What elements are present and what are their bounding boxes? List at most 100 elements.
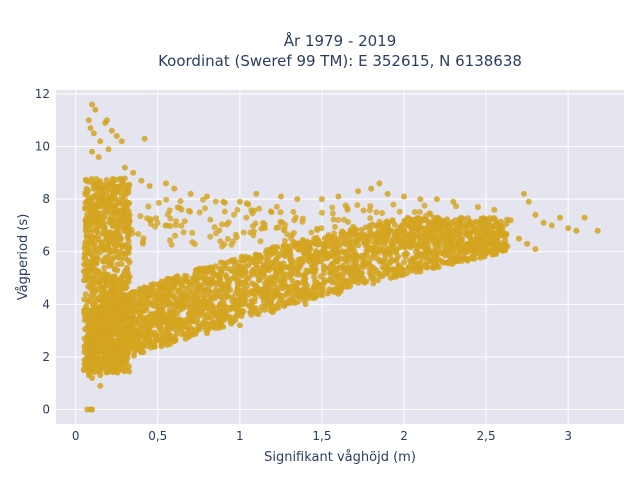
data-point bbox=[486, 221, 493, 228]
data-point bbox=[302, 270, 309, 277]
data-point bbox=[410, 238, 417, 245]
data-point bbox=[140, 238, 146, 245]
data-point bbox=[468, 237, 475, 244]
data-point bbox=[138, 348, 145, 355]
data-point bbox=[279, 278, 286, 285]
data-point bbox=[114, 187, 121, 194]
data-point bbox=[97, 138, 104, 145]
data-point bbox=[80, 367, 87, 374]
data-point bbox=[262, 249, 269, 256]
data-point bbox=[217, 259, 224, 266]
data-point bbox=[313, 292, 320, 299]
data-point bbox=[401, 193, 407, 200]
data-point bbox=[245, 262, 252, 269]
data-point bbox=[429, 225, 436, 232]
data-point bbox=[212, 271, 219, 278]
data-point bbox=[279, 265, 286, 272]
data-point bbox=[123, 293, 130, 300]
data-point bbox=[442, 222, 449, 229]
data-point bbox=[181, 218, 188, 225]
data-point bbox=[88, 176, 95, 182]
data-point bbox=[421, 202, 428, 209]
data-point bbox=[203, 286, 210, 293]
data-point bbox=[326, 286, 333, 293]
data-point bbox=[318, 225, 325, 232]
data-point bbox=[85, 333, 92, 340]
data-point bbox=[453, 203, 459, 210]
data-point bbox=[540, 219, 547, 226]
data-point bbox=[240, 229, 247, 236]
data-point bbox=[118, 177, 125, 184]
data-point bbox=[88, 221, 95, 228]
data-point bbox=[135, 316, 142, 323]
data-point bbox=[96, 282, 103, 289]
data-point bbox=[481, 215, 488, 222]
data-point bbox=[285, 264, 292, 271]
data-point bbox=[277, 209, 284, 216]
data-point bbox=[389, 217, 396, 224]
data-point bbox=[121, 164, 128, 171]
data-point bbox=[351, 274, 358, 281]
data-point bbox=[308, 239, 315, 246]
data-point bbox=[364, 249, 371, 256]
data-point bbox=[350, 223, 357, 230]
data-point bbox=[343, 235, 350, 242]
data-point bbox=[81, 312, 88, 319]
data-point bbox=[464, 240, 471, 247]
data-point bbox=[298, 293, 305, 300]
data-point bbox=[90, 130, 97, 137]
data-point bbox=[121, 368, 128, 375]
data-point bbox=[208, 295, 215, 302]
data-point bbox=[329, 210, 336, 217]
data-point bbox=[89, 375, 96, 381]
data-point bbox=[216, 227, 223, 234]
data-point bbox=[320, 282, 326, 289]
data-point bbox=[438, 228, 445, 235]
data-point bbox=[143, 327, 149, 334]
data-point bbox=[208, 266, 215, 273]
data-point bbox=[507, 217, 514, 224]
data-point bbox=[478, 253, 485, 260]
data-point bbox=[176, 299, 182, 306]
x-axis-label: Signifikant våghöjd (m) bbox=[264, 450, 416, 465]
data-point bbox=[360, 264, 367, 271]
data-point bbox=[471, 250, 478, 257]
data-point bbox=[122, 361, 128, 368]
data-point bbox=[410, 230, 417, 237]
data-point bbox=[366, 244, 373, 251]
data-point bbox=[573, 227, 580, 234]
data-point bbox=[190, 293, 197, 300]
data-point bbox=[406, 216, 413, 223]
data-point bbox=[482, 245, 489, 252]
data-point bbox=[123, 326, 130, 333]
data-point bbox=[168, 241, 175, 248]
data-point bbox=[191, 297, 198, 304]
data-point bbox=[497, 244, 503, 251]
data-point bbox=[379, 210, 386, 216]
data-point bbox=[294, 279, 301, 286]
data-point bbox=[441, 248, 448, 255]
data-point bbox=[236, 309, 243, 316]
data-point bbox=[101, 302, 108, 309]
data-point bbox=[118, 242, 125, 249]
data-point bbox=[224, 236, 231, 242]
data-point bbox=[96, 197, 103, 204]
data-point bbox=[142, 295, 149, 302]
data-point bbox=[433, 235, 440, 242]
data-point bbox=[441, 240, 448, 246]
data-point bbox=[103, 117, 110, 124]
data-point bbox=[358, 231, 365, 238]
data-point bbox=[113, 301, 120, 307]
data-point bbox=[408, 267, 415, 274]
data-point bbox=[133, 329, 140, 336]
data-point bbox=[594, 227, 601, 234]
data-point bbox=[145, 203, 152, 210]
data-point bbox=[399, 222, 406, 229]
y-tick-label: 0 bbox=[42, 403, 50, 417]
data-point bbox=[281, 251, 288, 258]
data-point bbox=[97, 372, 104, 379]
data-point bbox=[332, 285, 339, 292]
data-point bbox=[492, 237, 499, 244]
data-point bbox=[319, 209, 325, 216]
